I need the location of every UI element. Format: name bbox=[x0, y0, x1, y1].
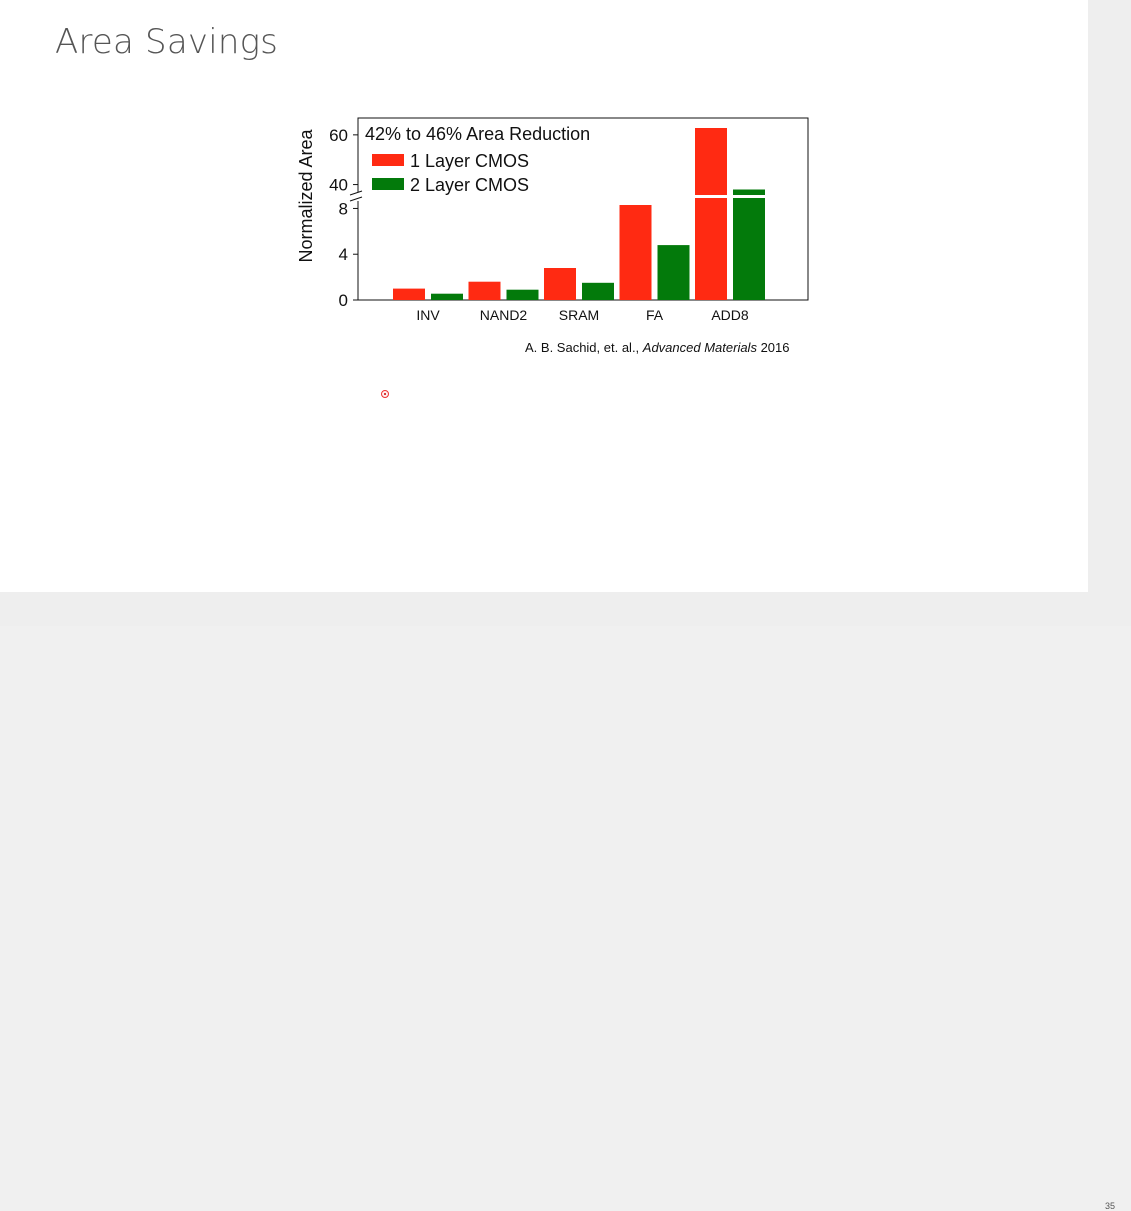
legend-swatch-2 bbox=[372, 178, 404, 190]
bar-inv-1-layer bbox=[393, 288, 425, 300]
y-tick-label: 40 bbox=[329, 176, 348, 195]
y-tick-label: 60 bbox=[329, 126, 348, 145]
bar-sram-2-layer bbox=[582, 282, 614, 300]
x-tick-label: NAND2 bbox=[480, 307, 528, 323]
bar-nand2-1-layer bbox=[468, 281, 501, 300]
x-tick-label: ADD8 bbox=[711, 307, 749, 323]
legend-label: 2 Layer CMOS bbox=[410, 175, 529, 195]
legend-swatch-1 bbox=[372, 154, 404, 166]
citation-year: 2016 bbox=[756, 340, 790, 355]
citation-authors: A. B. Sachid, et. al., bbox=[525, 340, 643, 355]
y-tick-label: 4 bbox=[339, 245, 348, 264]
bar-break-gap bbox=[732, 195, 766, 198]
y-axis-label: Normalized Area bbox=[296, 128, 316, 262]
y-tick-label: 0 bbox=[339, 291, 348, 310]
slide-title: Area Savings bbox=[55, 22, 279, 62]
x-tick-label: FA bbox=[646, 307, 664, 323]
axis-break-mark bbox=[349, 190, 363, 196]
plot-area: INV NAND2 SRAM FA ADD8 0 4 8 40 60 42% to 46% Area… bbox=[329, 117, 809, 323]
bar-inv-2-layer bbox=[431, 293, 463, 300]
bar-add8-2-layer bbox=[733, 189, 765, 300]
legend-label: 1 Layer CMOS bbox=[410, 151, 529, 171]
bar-chart: Normalized Area INV NAND2 SRAM FA ADD8 0 4 8 40 6… bbox=[290, 108, 820, 330]
slide: Area Savings Normalized Area INV NAND2 SRA… bbox=[0, 0, 1088, 592]
bar-sram-1-layer bbox=[544, 268, 576, 300]
bottom-bar: 35 bbox=[0, 592, 1131, 1211]
x-tick-label: INV bbox=[416, 307, 440, 323]
citation: A. B. Sachid, et. al., Advanced Material… bbox=[525, 340, 790, 355]
chart-svg: Normalized Area INV NAND2 SRAM FA ADD8 0 4 8 40 6… bbox=[296, 117, 809, 323]
bar-fa-2-layer bbox=[657, 245, 690, 300]
page-number: 35 bbox=[1104, 1201, 1115, 1211]
bar-break-gap bbox=[694, 195, 728, 198]
axis-break-mark bbox=[349, 196, 363, 202]
y-tick-label: 8 bbox=[339, 199, 348, 218]
chart-annotation: 42% to 46% Area Reduction bbox=[365, 124, 590, 144]
x-tick-label: SRAM bbox=[559, 307, 599, 323]
bar-add8-1-layer bbox=[695, 128, 727, 300]
bar-fa-1-layer bbox=[619, 205, 652, 300]
axis-break-gap bbox=[350, 192, 362, 201]
citation-journal: Advanced Materials bbox=[642, 340, 757, 355]
pointer-cursor-icon bbox=[381, 390, 389, 398]
right-margin bbox=[1088, 0, 1131, 626]
bar-nand2-2-layer bbox=[506, 289, 539, 300]
